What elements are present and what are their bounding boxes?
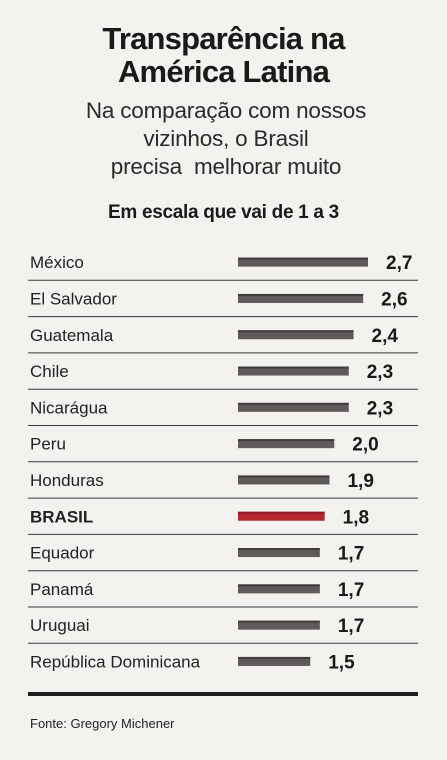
value-label: 2,6	[381, 289, 407, 310]
bar-chart: México 2,7 El Salvador 2,6 Guatemala 2,4 Chile…	[28, 253, 418, 673]
value-label: 2,3	[367, 362, 393, 383]
value-label: 2,3	[367, 398, 393, 419]
category-label: Nicarágua	[30, 398, 108, 417]
bar-edge	[238, 584, 320, 587]
value-label: 1,7	[338, 544, 364, 565]
subtitle-line-3: precisa melhorar muito	[110, 154, 342, 179]
category-label: El Salvador	[30, 289, 117, 308]
bar	[238, 439, 335, 449]
bar-edge	[238, 548, 320, 551]
title-line-1: Transparência na	[102, 21, 345, 56]
category-label: Equador	[30, 544, 95, 563]
category-label: México	[30, 253, 84, 272]
bar-highlight	[238, 511, 325, 521]
category-label: Chile	[30, 362, 69, 381]
category-label: BRASIL	[30, 507, 93, 526]
bar	[238, 620, 320, 630]
category-label: Honduras	[30, 471, 104, 490]
bar	[238, 656, 311, 666]
value-label: 1,7	[338, 616, 364, 637]
bar	[238, 402, 349, 412]
chart-title: Transparência na América Latina	[0, 22, 447, 88]
value-label: 1,5	[328, 652, 355, 673]
bar-edge	[238, 330, 354, 333]
bar-edge	[238, 402, 349, 405]
bar-edge	[238, 293, 364, 296]
value-label: 2,7	[386, 253, 412, 274]
bar	[238, 293, 364, 303]
category-label: Uruguai	[30, 616, 90, 635]
bar	[238, 330, 354, 340]
category-label: Guatemala	[30, 326, 114, 345]
bar-edge	[238, 475, 330, 478]
value-label: 1,9	[347, 471, 373, 492]
category-label: Panamá	[30, 580, 94, 599]
source-note: Fonte: Gregory Michener	[30, 716, 175, 731]
bar-edge	[238, 366, 349, 369]
bar	[238, 366, 349, 376]
bottom-rule	[28, 692, 418, 696]
bar-edge	[238, 257, 368, 260]
bar	[238, 257, 368, 267]
bar	[238, 548, 320, 558]
bar-edge	[238, 511, 325, 514]
title-line-2: América Latina	[117, 54, 330, 89]
bar-edge	[238, 620, 320, 623]
bar	[238, 475, 330, 485]
value-label: 1,7	[338, 580, 364, 601]
value-label: 2,4	[372, 326, 399, 347]
value-label: 1,8	[343, 507, 369, 528]
subtitle-line-2: vizinhos, o Brasil	[143, 126, 309, 151]
bar	[238, 584, 320, 594]
category-label: Peru	[30, 435, 66, 454]
chart-subtitle: Na comparação com nossos vizinhos, o Bra…	[30, 97, 422, 181]
value-label: 2,0	[352, 435, 378, 456]
bar-edge	[238, 656, 311, 659]
bar-edge	[238, 439, 335, 442]
subtitle-line-1: Na comparação com nossos	[85, 98, 367, 123]
scale-note: Em escala que vai de 1 a 3	[108, 202, 339, 223]
category-label: República Dominicana	[30, 652, 201, 671]
